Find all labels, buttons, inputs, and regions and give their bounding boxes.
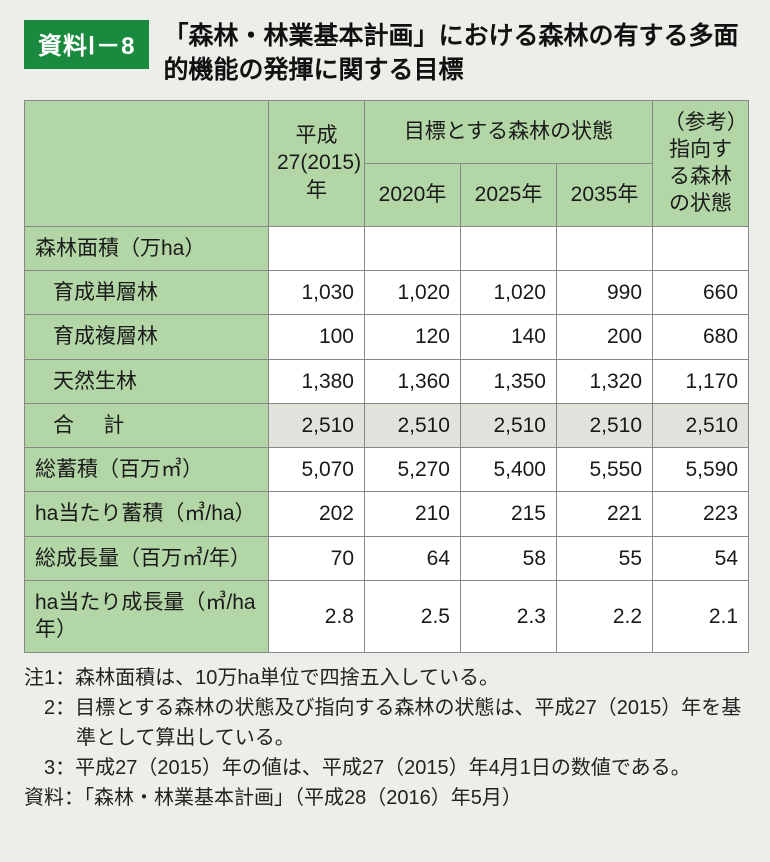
row-total: 2,510 2,510 2,510 2,510 2,510	[25, 403, 749, 447]
note-3: 3：平成27（2015）年の値は、平成27（2015）年4月1日の数値である。	[24, 753, 746, 783]
col-2035: 2035年	[557, 163, 653, 226]
col-2025: 2025年	[461, 163, 557, 226]
col-2020: 2020年	[365, 163, 461, 226]
label-growth-ha: ha当たり成長量（㎥/ha年）	[25, 581, 269, 653]
main-table: 平成27(2015)年 目標とする森林の状態 （参考）指向する森林の状態 202…	[24, 100, 749, 653]
document-badge: 資料Ⅰ－8	[24, 20, 149, 69]
col-2015: 平成27(2015)年	[269, 100, 365, 226]
col-blank	[25, 100, 269, 226]
row-area-header: 森林面積（万ha）	[25, 226, 269, 270]
label-stock: 総蓄積（百万㎥）	[25, 448, 269, 492]
col-target-group: 目標とする森林の状態	[365, 100, 653, 163]
row-multi: 育成複層林 100 120 140 200 680	[25, 315, 749, 359]
row-natural: 天然生林 1,380 1,360 1,350 1,320 1,170	[25, 359, 749, 403]
document-title: 「森林・林業基本計画」における森林の有する多面的機能の発揮に関する目標	[163, 20, 746, 88]
note-source: 資料：「森林・林業基本計画」（平成28（2016）年5月）	[24, 783, 746, 813]
col-ref: （参考）指向する森林の状態	[653, 100, 749, 226]
row-stock-ha: ha当たり蓄積（㎥/ha） 202 210 215 221 223	[25, 492, 749, 536]
label-single: 育成単層林	[35, 279, 158, 306]
row-single: 育成単層林 1,030 1,020 1,020 990 660	[25, 270, 749, 314]
label-multi: 育成複層林	[35, 323, 158, 350]
row-growth: 総成長量（百万㎥/年） 70 64 58 55 54	[25, 536, 749, 580]
notes-block: 注1：森林面積は、10万ha単位で四捨五入している。 2：目標とする森林の状態及…	[24, 663, 746, 813]
label-growth: 総成長量（百万㎥/年）	[25, 536, 269, 580]
note-2: 2：目標とする森林の状態及び指向する森林の状態は、平成27（2015）年を基準と…	[24, 693, 746, 753]
label-stock-ha: ha当たり蓄積（㎥/ha）	[25, 492, 269, 536]
row-stock: 総蓄積（百万㎥） 5,070 5,270 5,400 5,550 5,590	[25, 448, 749, 492]
row-growth-ha: ha当たり成長量（㎥/ha年） 2.8 2.5 2.3 2.2 2.1	[25, 581, 749, 653]
note-1: 注1：森林面積は、10万ha単位で四捨五入している。	[24, 663, 746, 693]
label-natural: 天然生林	[35, 368, 137, 395]
label-total	[35, 412, 124, 439]
